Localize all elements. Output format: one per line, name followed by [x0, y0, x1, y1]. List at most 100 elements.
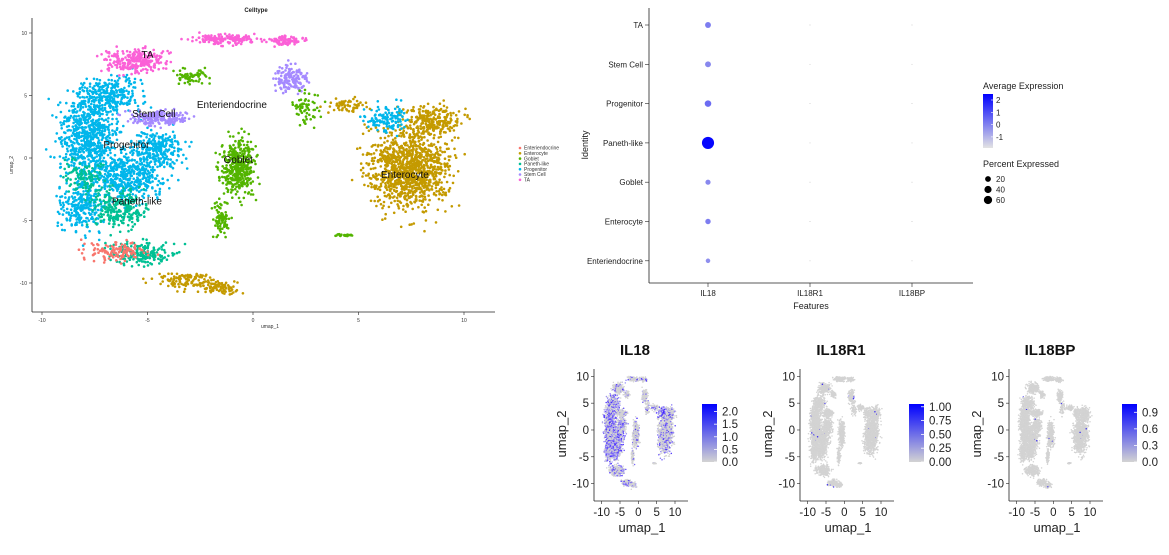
celltype-point [243, 171, 247, 175]
celltype-point [143, 169, 147, 173]
celltype-point [81, 83, 85, 87]
celltype-point [130, 139, 133, 143]
celltype-point [129, 151, 132, 154]
celltype-point [246, 183, 249, 186]
celltype-point [82, 248, 85, 251]
celltype-point [74, 222, 78, 225]
celltype-point [414, 198, 418, 201]
celltype-point [74, 132, 78, 136]
celltype-point [81, 144, 85, 148]
celltype-point [76, 190, 80, 194]
celltype-point [114, 55, 117, 58]
celltype-point [58, 199, 62, 202]
celltype-point [274, 72, 277, 75]
celltype-point [147, 153, 150, 157]
celltype-point [135, 134, 139, 137]
celltype-point [78, 92, 81, 96]
celltype-point [304, 38, 308, 42]
celltype-point [153, 139, 157, 143]
celltype-point [145, 241, 149, 245]
celltype-point [83, 206, 87, 210]
celltype-point [87, 139, 90, 143]
celltype-point [299, 81, 302, 85]
celltype-point [59, 121, 62, 124]
celltype-point [136, 210, 140, 214]
celltype-point [160, 248, 164, 251]
celltype-point [95, 198, 99, 201]
x-tick-label: 10 [461, 318, 467, 324]
celltype-point [254, 145, 257, 148]
celltype-point [217, 285, 220, 288]
celltype-point [175, 276, 178, 280]
celltype-point [207, 281, 210, 284]
celltype-point [141, 165, 144, 169]
celltype-point [225, 175, 229, 178]
celltype-point [109, 208, 113, 212]
celltype-point [248, 177, 252, 180]
celltype-point [93, 99, 96, 102]
x-tick-label: -10 [38, 318, 45, 324]
celltype-point [88, 200, 92, 204]
celltype-point [124, 152, 128, 156]
celltype-point [150, 175, 154, 178]
celltype-point [243, 190, 247, 194]
celltype-point [186, 275, 189, 278]
celltype-point [114, 131, 117, 135]
celltype-point [132, 257, 135, 261]
celltype-point [93, 170, 97, 173]
celltype-point [291, 101, 294, 104]
celltype-point [133, 159, 136, 162]
celltype-point [138, 198, 142, 202]
celltype-point [70, 104, 73, 108]
celltype-point [141, 202, 144, 206]
celltype-point [73, 150, 77, 154]
celltype-point [113, 60, 116, 63]
celltype-point [63, 192, 67, 196]
celltype-point [374, 172, 378, 176]
celltype-point [92, 220, 96, 223]
celltype-point [237, 183, 241, 187]
celltype-point [124, 75, 128, 79]
celltype-point [113, 158, 116, 162]
celltype-point [260, 40, 264, 43]
celltype-point [128, 109, 132, 113]
celltype-point [361, 132, 365, 136]
celltype-point [91, 253, 95, 257]
celltype-point [221, 39, 225, 43]
celltype-point [104, 95, 107, 99]
celltype-point [109, 151, 112, 155]
celltype-point [82, 151, 86, 154]
celltype-point [110, 73, 113, 77]
celltype-point [83, 102, 87, 106]
celltype-point [217, 210, 220, 214]
celltype-point [164, 148, 168, 151]
celltype-point [93, 135, 97, 138]
celltype-point [111, 254, 114, 257]
celltype-point [82, 190, 85, 193]
celltype-point [165, 161, 169, 164]
celltype-point [291, 103, 295, 106]
celltype-point [122, 171, 125, 174]
celltype-point [66, 162, 69, 166]
celltype-point [215, 284, 218, 288]
celltype-point [102, 218, 106, 222]
celltype-point [231, 196, 234, 199]
celltype-point [237, 196, 241, 200]
celltype-point [239, 143, 242, 147]
celltype-point [273, 45, 276, 48]
celltype-point [137, 134, 141, 137]
celltype-point [130, 228, 133, 231]
celltype-point [92, 132, 95, 136]
celltype-point [123, 195, 127, 198]
celltype-point [83, 132, 86, 136]
celltype-point [204, 290, 207, 294]
celltype-point [78, 217, 81, 221]
celltype-point [286, 43, 290, 47]
celltype-point [220, 169, 224, 173]
celltype-point [223, 176, 226, 179]
x-tick-label: 0 [252, 318, 255, 324]
celltype-point [65, 207, 69, 211]
celltype-point [97, 178, 101, 182]
celltype-point [427, 144, 431, 147]
celltype-point [109, 233, 112, 237]
